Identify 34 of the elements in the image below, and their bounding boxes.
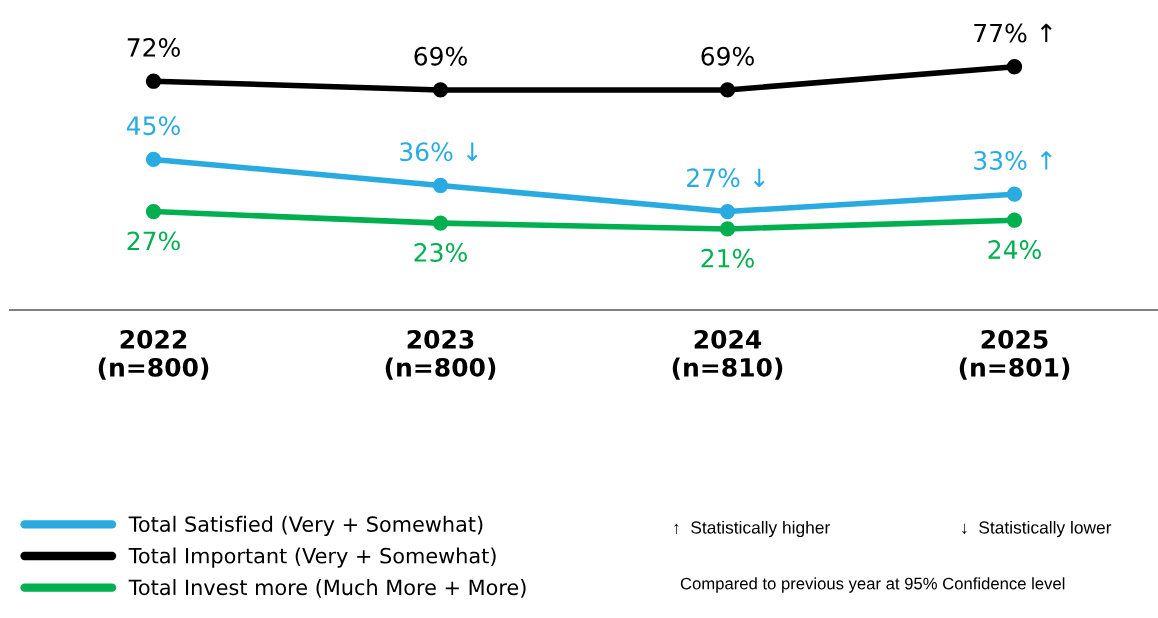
point: [719, 203, 736, 220]
point: [1006, 212, 1023, 228]
point: [432, 215, 449, 231]
text: ↓ Statistically lower: [962, 520, 1112, 538]
text: Compared to previous year at 95% Confidence level: [680, 577, 1065, 593]
point: [145, 203, 162, 220]
x-tick-label: 2024 (n=810): [672, 329, 783, 380]
data-label: 23%: [414, 243, 467, 262]
legend-label: Total Satisfied (Very + Somewhat): [128, 515, 483, 537]
data-label: 69%: [414, 46, 467, 66]
legend-label: Total Invest more (Much More + More): [128, 579, 526, 598]
point: [719, 221, 736, 237]
data-label: 72%: [127, 38, 180, 57]
point: [432, 177, 449, 194]
point: [145, 151, 162, 168]
point: [719, 82, 736, 98]
data-label: 24%: [988, 240, 1041, 260]
data-label: 45%: [126, 116, 180, 136]
x-tick-label: 2023 (n=800): [385, 329, 496, 380]
legend-label: Total Important (Very + Somewhat): [128, 547, 496, 568]
x-tick-label: 2025 (n=801): [959, 329, 1070, 380]
data-label: 27%: [127, 231, 180, 251]
text: ↑ Statistically higher: [674, 520, 830, 538]
data-label: 36% ↓: [400, 142, 478, 162]
x-tick-label: 2022 (n=800): [98, 329, 209, 380]
data-label: 69%: [701, 46, 754, 66]
point: [1006, 59, 1023, 75]
point: [145, 73, 162, 89]
data-label: 27% ↓: [687, 168, 765, 188]
data-label: 77% ↑: [974, 23, 1052, 43]
point: [432, 82, 449, 98]
data-label: 21%: [701, 248, 754, 268]
data-label: 33% ↑: [974, 150, 1052, 170]
point: [1006, 186, 1023, 202]
